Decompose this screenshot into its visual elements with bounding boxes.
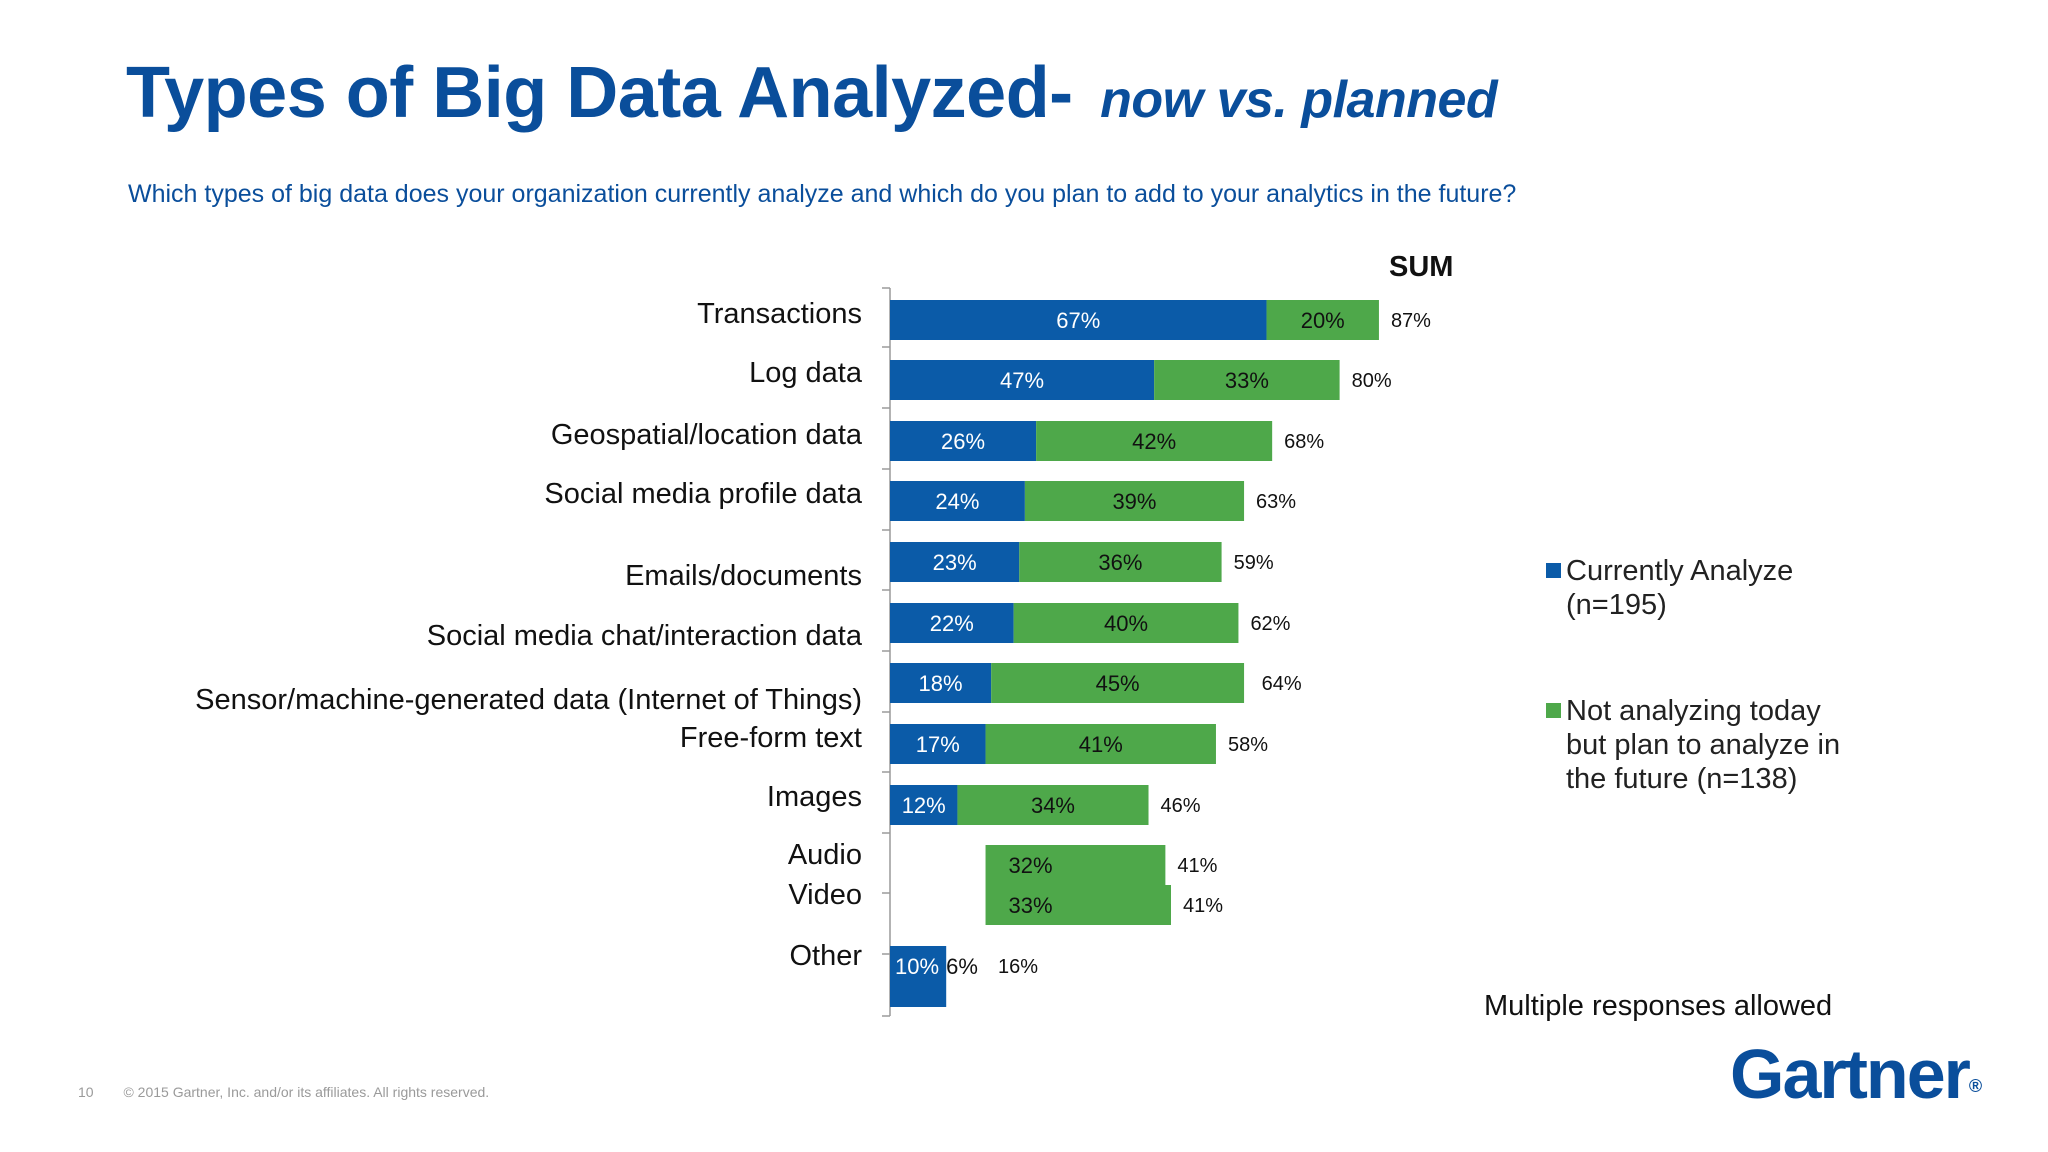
copyright: © 2015 Gartner, Inc. and/or its affiliat… — [123, 1084, 490, 1100]
bar-label-planned: 34% — [1031, 793, 1075, 818]
sum-label: 41% — [1177, 855, 1217, 877]
bar-planned — [985, 845, 1166, 885]
sum-label: 59% — [1234, 552, 1274, 574]
category-label: Emails/documents — [625, 560, 862, 592]
gartner-logo: Gartner® — [1730, 1034, 1982, 1114]
sum-label: 46% — [1161, 795, 1201, 817]
bar-current — [890, 724, 986, 764]
bar-label-planned: 39% — [1112, 489, 1156, 514]
bar-label-current: 22% — [930, 611, 974, 636]
bar-planned — [1024, 481, 1245, 521]
bar-label-planned: 42% — [1132, 429, 1176, 454]
sum-label: 63% — [1256, 491, 1296, 513]
chart-plot: SUM Transactions 67% 20% 87% Log data 47% 33% 80… — [195, 251, 1453, 1017]
category-label: Sensor/machine-generated data (Internet … — [195, 684, 862, 716]
bar-planned — [985, 724, 1216, 764]
bar-current — [890, 542, 1020, 582]
legend-item-current: Currently Analyze (n=195) — [1546, 554, 1826, 622]
sum-label: 80% — [1352, 370, 1392, 392]
logo-text: Gartner — [1730, 1035, 1971, 1113]
bar-label-planned: 32% — [1009, 853, 1053, 878]
bar-current — [890, 481, 1025, 521]
category-label: Social media chat/interaction data — [427, 620, 863, 652]
logo-registered-mark: ® — [1968, 1076, 1983, 1096]
bar-label-current: 47% — [1000, 368, 1044, 393]
page-title: Types of Big Data Analyzed- now vs. plan… — [126, 52, 1498, 134]
bar-current — [890, 946, 947, 1007]
bar-planned — [1019, 542, 1222, 582]
bar-current — [890, 785, 958, 825]
title-main: Types of Big Data Analyzed- — [126, 53, 1073, 133]
sum-label: 68% — [1284, 431, 1324, 453]
bar-planned — [1154, 360, 1340, 400]
bar-label-planned: 6% — [946, 954, 978, 979]
category-label: Audio — [788, 839, 862, 871]
bar-planned — [991, 663, 1245, 703]
legend-swatch-planned — [1546, 703, 1561, 718]
bar-label-current: 24% — [935, 489, 979, 514]
category-label: Log data — [749, 357, 863, 389]
bar-label-current: 23% — [933, 550, 977, 575]
bar-planned — [1266, 300, 1379, 340]
bar-current — [890, 663, 992, 703]
survey-question: Which types of big data does your organi… — [128, 180, 1517, 208]
bar-label-current: 12% — [902, 793, 946, 818]
sum-label: 58% — [1228, 734, 1268, 756]
bar-label-current: 67% — [1056, 308, 1100, 333]
footer: 10 © 2015 Gartner, Inc. and/or its affil… — [78, 1084, 489, 1100]
bar-planned — [1013, 603, 1239, 643]
legend-item-planned: Not analyzing today but plan to analyze … — [1546, 694, 1886, 796]
bar-label-current: 17% — [916, 732, 960, 757]
bar-label-planned: 41% — [1079, 732, 1123, 757]
bar-label-planned: 36% — [1098, 550, 1142, 575]
bar-label-planned: 33% — [1009, 893, 1053, 918]
title-subtitle: now vs. planned — [1100, 71, 1498, 129]
bar-current — [890, 360, 1155, 400]
category-label: Video — [788, 879, 862, 911]
category-label: Geospatial/location data — [551, 419, 863, 451]
bar-label-planned: 40% — [1104, 611, 1148, 636]
bar-planned — [1036, 421, 1273, 461]
bar-label-planned: 45% — [1096, 671, 1140, 696]
sum-header: SUM — [1389, 251, 1453, 283]
sum-label: 87% — [1391, 310, 1431, 332]
category-label: Social media profile data — [544, 478, 862, 510]
legend-label-planned: Not analyzing today but plan to analyze … — [1566, 695, 1841, 795]
sum-label: 62% — [1250, 613, 1290, 635]
bar-label-current: 10% — [895, 954, 939, 979]
bar-current — [890, 421, 1037, 461]
bar-label-planned: 20% — [1301, 308, 1345, 333]
category-label: Transactions — [697, 298, 862, 330]
legend-swatch-current — [1546, 563, 1561, 578]
bar-label-current: 18% — [919, 671, 963, 696]
bar-current — [890, 300, 1267, 340]
category-label: Images — [767, 781, 862, 813]
category-label: Free-form text — [680, 722, 862, 754]
page-number: 10 — [78, 1084, 94, 1100]
sum-label: 16% — [998, 956, 1038, 978]
sum-label: 64% — [1262, 673, 1302, 695]
legend-label-current: Currently Analyze (n=195) — [1566, 555, 1794, 621]
bar-planned — [985, 885, 1171, 925]
bar-label-planned: 33% — [1225, 368, 1269, 393]
bar-label-current: 26% — [941, 429, 985, 454]
bar-current — [890, 603, 1014, 643]
sum-label: 41% — [1183, 895, 1223, 917]
footnote: Multiple responses allowed — [1484, 990, 1833, 1022]
bar-planned — [957, 785, 1149, 825]
category-label: Other — [789, 940, 862, 972]
